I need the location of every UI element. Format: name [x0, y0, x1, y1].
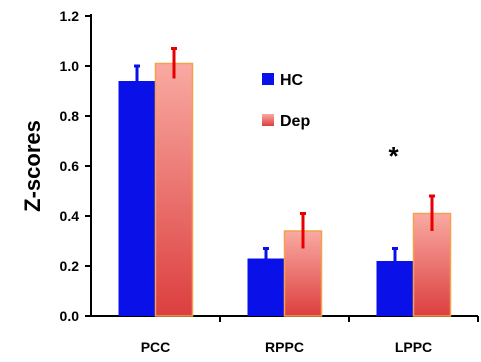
error-bars — [134, 47, 435, 274]
y-tick-label: 1.2 — [60, 8, 80, 24]
y-axis-label: Z-scores — [20, 120, 45, 212]
y-tick-label: 0.8 — [60, 108, 80, 124]
y-tick-label: 0.2 — [60, 258, 80, 274]
bar-dep-pcc — [154, 62, 194, 317]
y-tick-label: 0.0 — [60, 308, 80, 324]
legend: HC Dep — [262, 72, 310, 130]
bar-hc-pcc — [118, 81, 156, 316]
bars — [118, 62, 452, 317]
y-tick-label: 1.0 — [60, 58, 80, 74]
y-tick-label: 0.6 — [60, 158, 80, 174]
legend-swatch-dep — [262, 114, 274, 126]
y-tick-label: 0.4 — [60, 208, 80, 224]
x-tick-label: LPPC — [395, 339, 432, 355]
legend-label-hc: HC — [280, 72, 304, 89]
x-tick-label: RPPC — [265, 339, 304, 355]
x-tick-label: PCC — [141, 339, 171, 355]
axis-labels: 0.0 0.2 0.4 0.6 0.8 1.0 1.2 Z-scores PCC RPPC LPPC — [20, 8, 432, 355]
significance-marker: * — [388, 141, 399, 171]
legend-label-dep: Dep — [280, 113, 310, 130]
legend-swatch-hc — [262, 73, 274, 85]
annotations: * — [388, 141, 399, 171]
